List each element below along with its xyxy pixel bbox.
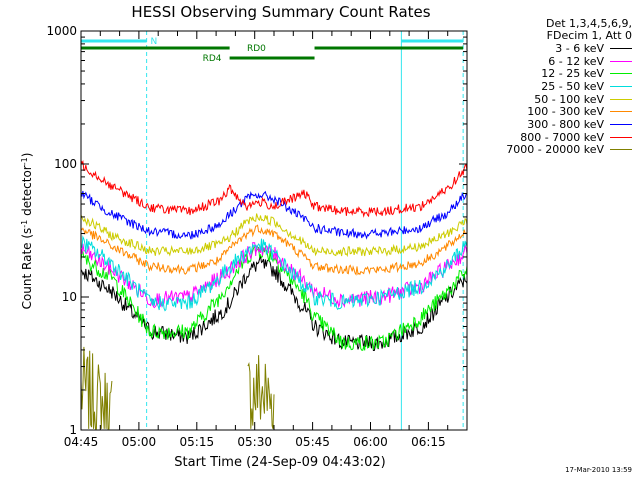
x-tick-label: 06:15	[411, 435, 446, 449]
series-line	[81, 213, 467, 258]
x-tick-label: 06:00	[353, 435, 388, 449]
legend-swatch	[610, 85, 632, 87]
y-tick-label: 100	[54, 157, 77, 171]
series-line	[81, 224, 467, 276]
x-axis-label: Start Time (24-Sep-09 04:43:02)	[174, 455, 385, 470]
legend-item: 12 - 25 keV	[472, 67, 632, 80]
legend-item: 25 - 50 keV	[472, 80, 632, 93]
chart-title: HESSI Observing Summary Count Rates	[131, 3, 430, 21]
series-line	[81, 346, 275, 430]
legend-label: 25 - 50 keV	[541, 79, 604, 93]
series-layer	[81, 159, 467, 430]
series-line	[81, 159, 467, 218]
chart-legend: Det 1,3,4,5,6,9, FDecim 1, Att 0 3 - 6 k…	[472, 18, 632, 156]
x-tick-label: 05:00	[122, 435, 157, 449]
legend-swatch	[610, 111, 632, 113]
rd4-flag-label: RD4	[203, 54, 222, 64]
legend-label: 300 - 800 keV	[527, 117, 604, 131]
legend-swatch	[610, 60, 632, 62]
legend-swatch	[610, 149, 632, 151]
x-tick-label: 04:45	[64, 435, 99, 449]
x-tick-label: 05:30	[237, 435, 272, 449]
y-axis: 1 10 100 1000	[46, 24, 467, 437]
series-line	[81, 235, 467, 312]
legend-label: 3 - 6 keV	[555, 41, 604, 55]
x-axis: 04:45 05:00 05:15 05:30 05:45 06:00 06:15	[64, 31, 468, 449]
legend-label: 800 - 7000 keV	[520, 130, 604, 144]
legend-item: 300 - 800 keV	[472, 118, 632, 131]
legend-label: 6 - 12 keV	[548, 54, 604, 68]
legend-label: 12 - 25 keV	[541, 67, 604, 81]
legend-swatch	[610, 47, 632, 49]
legend-swatch	[610, 98, 632, 100]
legend-item: 6 - 12 keV	[472, 55, 632, 68]
legend-item: 7000 - 20000 keV	[472, 143, 632, 157]
legend-item: 3 - 6 keV	[472, 42, 632, 55]
legend-item: 100 - 300 keV	[472, 105, 632, 118]
x-tick-label: 05:15	[180, 435, 215, 449]
y-tick-label: 1000	[46, 24, 77, 38]
night-flag-label: N	[150, 37, 157, 47]
legend-label: 7000 - 20000 keV	[506, 143, 604, 157]
legend-swatch	[610, 123, 632, 125]
x-tick-label: 05:45	[295, 435, 330, 449]
legend-swatch	[610, 73, 632, 75]
y-axis-label: Count Rate (s-1 detector-1)	[20, 153, 35, 310]
legend-label: 100 - 300 keV	[527, 105, 604, 119]
legend-swatch	[610, 136, 632, 138]
legend-header-detectors: Det 1,3,4,5,6,9,	[545, 17, 632, 30]
legend-item: 800 - 7000 keV	[472, 131, 632, 144]
legend-label: 50 - 100 keV	[534, 92, 604, 106]
y-tick-label: 1	[69, 423, 77, 437]
plot-timestamp: 17-Mar-2010 13:59	[565, 466, 632, 474]
legend-item: 50 - 100 keV	[472, 93, 632, 106]
series-line	[81, 255, 467, 352]
y-tick-label: 10	[62, 290, 77, 304]
series-line	[81, 190, 467, 240]
rd0-flag-label: RD0	[247, 44, 266, 54]
legend-header-decimation: FDecim 1, Att 0	[546, 29, 632, 42]
